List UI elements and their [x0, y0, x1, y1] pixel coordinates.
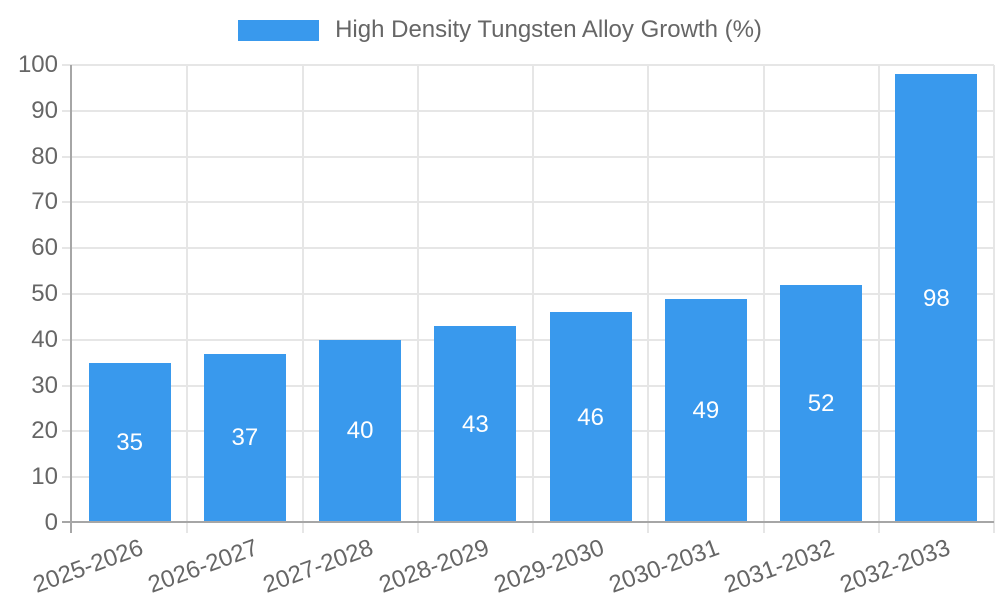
y-axis-tick-label: 30: [31, 371, 58, 399]
y-tick-mark: [62, 155, 72, 158]
x-axis-line: [62, 521, 994, 523]
y-axis-tick-label: 10: [31, 463, 58, 491]
y-axis-tick-label: 60: [31, 234, 58, 262]
y-axis-tick-label: 50: [31, 280, 58, 307]
x-tick-mark: [877, 523, 880, 533]
v-gridline: [532, 65, 534, 523]
x-axis-category-label: 2032-2033: [836, 534, 954, 599]
bar-value-label: 46: [577, 403, 604, 431]
x-axis-category-label: 2029-2030: [490, 534, 608, 599]
x-axis-category-label: 2031-2032: [720, 534, 839, 599]
bar-value-label: 40: [346, 417, 374, 445]
v-gridline: [993, 65, 995, 523]
v-gridline: [877, 65, 880, 523]
plot-area: [72, 64, 995, 523]
bar-value-label: 52: [807, 389, 835, 417]
v-gridline: [647, 65, 650, 523]
legend-swatch: [238, 19, 320, 41]
bar-value-label: 43: [462, 410, 489, 438]
y-tick-mark: [62, 338, 72, 341]
v-gridline: [416, 65, 419, 523]
y-axis-tick-label: 40: [31, 325, 58, 353]
x-axis-category-label: 2027-2028: [259, 534, 378, 599]
v-gridline: [301, 65, 304, 523]
v-gridline: [762, 65, 765, 523]
y-tick-mark: [62, 64, 72, 66]
bar[interactable]: [203, 353, 286, 523]
bar[interactable]: [895, 74, 978, 523]
y-tick-mark: [62, 293, 72, 295]
legend-label: High Density Tungsten Alloy Growth (%): [335, 16, 762, 43]
bar[interactable]: [780, 284, 863, 523]
x-axis-category-label: 2028-2029: [375, 534, 493, 599]
y-axis-line: [70, 65, 72, 533]
y-tick-mark: [62, 384, 72, 387]
x-axis-category-label: 2025-2026: [29, 534, 147, 599]
y-axis-tick-label: 70: [31, 188, 58, 216]
v-gridline: [186, 65, 189, 523]
bar-value-label: 98: [923, 284, 950, 312]
x-tick-mark: [186, 523, 189, 533]
x-tick-mark: [647, 523, 650, 533]
x-tick-mark: [762, 523, 765, 533]
bar[interactable]: [664, 298, 747, 523]
bar-value-label: 49: [692, 396, 720, 424]
y-axis-tick-label: 100: [17, 51, 58, 78]
legend-item[interactable]: High Density Tungsten Alloy Growth (%): [0, 16, 1000, 44]
bar[interactable]: [434, 326, 517, 523]
y-axis-tick-label: 80: [31, 142, 58, 170]
y-tick-mark: [62, 201, 72, 204]
x-axis-category-label: 2030-2031: [605, 534, 723, 599]
bar[interactable]: [88, 362, 171, 523]
x-tick-mark: [993, 523, 995, 533]
x-tick-mark: [301, 523, 304, 533]
x-tick-mark: [416, 523, 419, 533]
x-axis-category-label: 2026-2027: [144, 534, 262, 599]
bar[interactable]: [549, 312, 632, 523]
bar-value-label: 37: [231, 424, 259, 452]
bar-value-label: 35: [116, 428, 143, 456]
y-tick-mark: [62, 430, 72, 433]
y-axis-tick-label: 20: [31, 417, 58, 445]
bar[interactable]: [319, 339, 402, 523]
y-tick-mark: [62, 247, 72, 250]
y-axis-tick-label: 90: [31, 96, 58, 124]
x-tick-mark: [532, 523, 534, 533]
y-tick-mark: [62, 109, 72, 112]
y-tick-mark: [62, 476, 72, 479]
y-axis-tick-label: 0: [44, 509, 58, 536]
